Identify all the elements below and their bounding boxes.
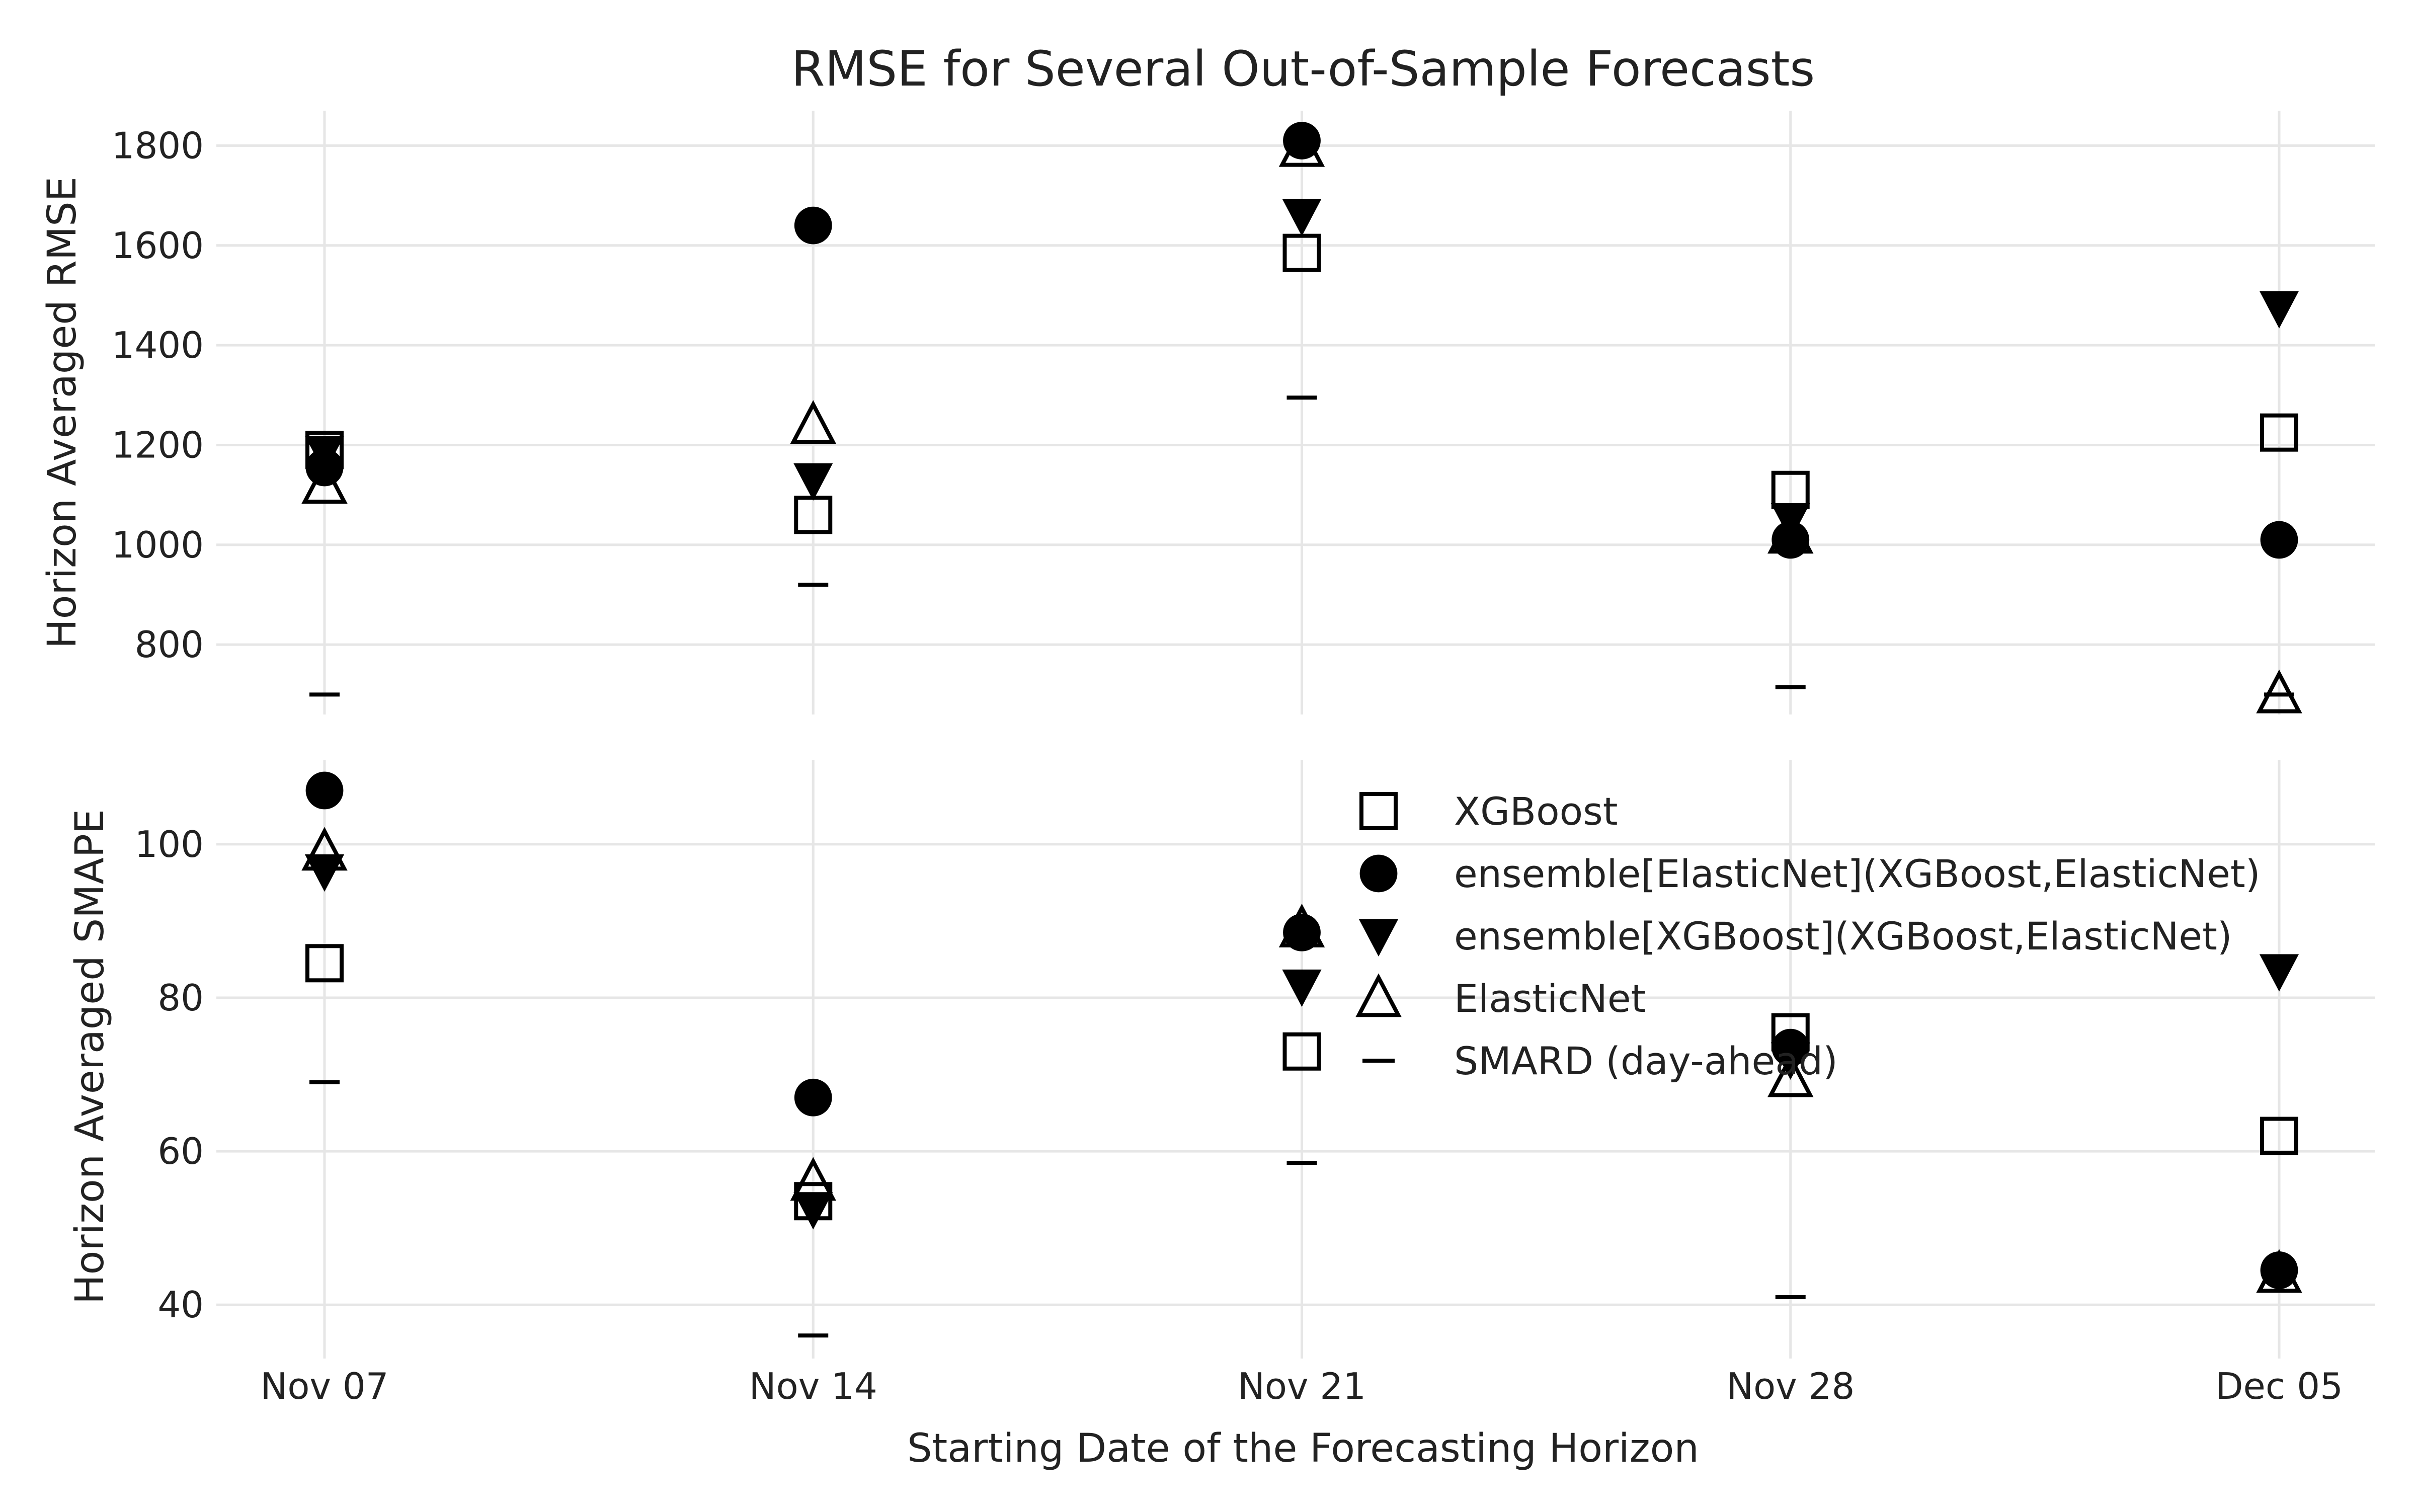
data-point [1770,503,1810,541]
legend-label: SMARD (day-ahead) [1454,1039,1838,1083]
x-tick-label: Dec 05 [2215,1365,2343,1407]
legend: XGBoost ensemble[ElasticNet](XGBoost,Elas… [1355,789,2261,1083]
y-tick-label: 80 [157,977,204,1019]
y-tick-label: 1600 [112,224,204,267]
data-point [301,827,348,871]
data-point [1282,969,1322,1007]
data-point [301,460,348,504]
data-point [2259,954,2299,992]
data-point [305,771,344,810]
x-axis-label: Starting Date of the Forecasting Horizon [907,1426,1699,1471]
legend-label: ensemble[ElasticNet](XGBoost,ElasticNet) [1454,851,2261,896]
y-tick-label: 1200 [112,424,204,466]
y-tick-label: 1400 [112,324,204,366]
x-tick-label: Nov 28 [1726,1365,1855,1407]
chart-title: RMSE for Several Out-of-Sample Forecasts [791,41,1815,97]
legend-label: XGBoost [1454,789,1618,834]
data-point [1767,510,1814,554]
data-point [790,400,836,444]
data-point [794,1078,832,1117]
legend-marker [1359,854,1398,893]
data-point [1767,1053,1814,1097]
data-point [2260,1117,2298,1155]
data-point [790,1157,836,1201]
data-point [304,854,345,892]
legend-label: ElasticNet [1454,976,1646,1021]
data-point [1278,123,1325,167]
data-point [793,1192,833,1230]
data-point [793,463,833,501]
y-axis-label-smape: Horizon Averaged SMAPE [67,809,113,1304]
y-tick-label: 1000 [112,524,204,566]
x-tick-label: Nov 07 [260,1365,388,1407]
marks-layer [301,122,2302,1338]
y-tick-label: 800 [135,623,204,666]
legend-marker [1358,919,1399,957]
y-tick-label: 100 [135,823,204,865]
grid-layer [216,111,2375,1359]
legend-marker [1359,792,1398,830]
data-point [1278,903,1325,947]
data-point [305,944,344,983]
data-point [2260,1251,2298,1289]
x-tick-label: Nov 14 [749,1365,877,1407]
text-layer: RMSE for Several Out-of-Sample Forecasts… [40,41,2343,1471]
data-point [1282,199,1322,236]
y-tick-label: 40 [157,1284,204,1326]
legend-label: ensemble[XGBoost](XGBoost,ElasticNet) [1454,914,2232,959]
data-point [794,206,832,245]
data-point [1282,1032,1321,1071]
data-point [2260,413,2298,452]
data-point [2260,521,2298,559]
x-tick-label: Nov 21 [1238,1365,1366,1407]
data-point [2259,291,2299,329]
y-axis-label-rmse: Horizon Averaged RMSE [40,177,85,649]
data-point [304,436,345,473]
y-tick-label: 60 [157,1130,204,1172]
y-tick-label: 1800 [112,124,204,167]
data-point [1283,122,1321,160]
legend-marker [1355,973,1402,1017]
